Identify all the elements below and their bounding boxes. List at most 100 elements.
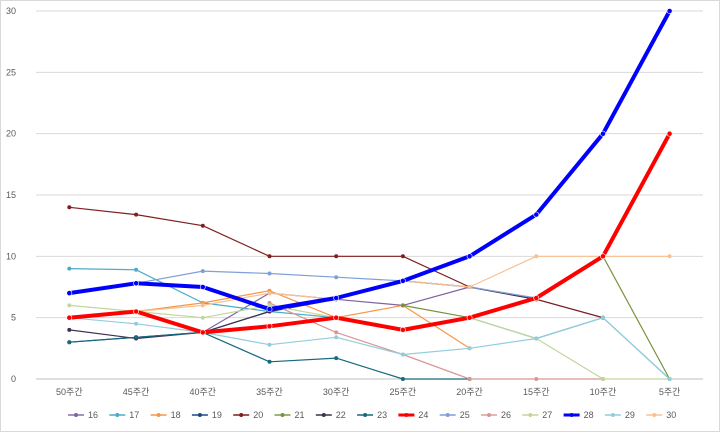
data-point-28 — [133, 280, 139, 287]
legend-swatch-marker — [652, 413, 657, 417]
data-point-23 — [134, 335, 139, 340]
data-point-28 — [466, 253, 473, 260]
data-point-30 — [467, 285, 472, 289]
data-point-24 — [133, 308, 139, 315]
data-point-22 — [67, 327, 72, 332]
series-29 — [67, 315, 672, 381]
data-point-20 — [200, 223, 205, 228]
data-point-25 — [200, 269, 205, 274]
legend-item-20: 20 — [233, 410, 263, 420]
legend-item-25: 25 — [439, 410, 470, 420]
data-point-20 — [134, 212, 139, 217]
series-line-29 — [68, 317, 671, 380]
data-point-26 — [534, 377, 539, 381]
legend-label: 19 — [212, 410, 222, 420]
legend-item-18: 18 — [150, 410, 181, 420]
data-point-24 — [399, 326, 406, 333]
data-point-29 — [467, 346, 472, 351]
x-tick-label: 35주간 — [256, 387, 283, 397]
data-point-29 — [534, 336, 539, 341]
legend-item-22: 22 — [315, 410, 346, 420]
data-point-21 — [400, 303, 405, 308]
legend-item-24: 24 — [398, 410, 428, 420]
data-point-29 — [267, 342, 272, 347]
data-point-27 — [601, 377, 605, 381]
y-tick-label: 5 — [11, 313, 16, 323]
legend-swatch-marker — [569, 413, 574, 417]
y-tick-label: 0 — [11, 374, 16, 384]
data-point-29 — [134, 321, 139, 326]
data-point-28 — [66, 290, 73, 296]
data-point-25 — [334, 275, 339, 280]
data-point-29 — [400, 352, 405, 357]
data-point-26 — [334, 330, 339, 335]
data-point-27 — [200, 315, 205, 320]
data-point-23 — [67, 340, 72, 345]
x-tick-label: 30주간 — [323, 387, 350, 397]
data-point-29 — [601, 315, 605, 320]
legend-item-23: 23 — [357, 410, 387, 420]
legend-swatch-marker — [321, 413, 326, 417]
data-point-24 — [533, 295, 540, 301]
legend: 16 17 18 19 20 21 22 23 24 25 26 27 28 29 30 — [68, 410, 676, 420]
legend-label: 26 — [501, 410, 511, 420]
legend-label: 20 — [253, 410, 263, 420]
legend-swatch-marker — [156, 413, 161, 417]
legend-swatch-marker — [280, 413, 285, 417]
data-point-30 — [667, 254, 672, 259]
data-point-27 — [67, 303, 72, 308]
data-point-17 — [134, 267, 139, 272]
x-tick-label: 20주간 — [456, 387, 483, 397]
y-tick-label: 30 — [6, 6, 16, 16]
data-point-24 — [600, 253, 606, 260]
data-point-23 — [400, 377, 405, 381]
data-point-30 — [267, 291, 272, 296]
series-line-24 — [67, 131, 672, 335]
data-point-20 — [400, 254, 405, 259]
legend-swatch-marker — [404, 413, 409, 417]
legend-swatch-marker — [239, 413, 244, 417]
legend-label: 25 — [460, 410, 470, 420]
data-point-17 — [67, 266, 72, 271]
x-tick-label: 25주간 — [390, 387, 417, 397]
data-point-28 — [199, 284, 206, 290]
data-point-24 — [466, 314, 473, 321]
series-line-28 — [67, 9, 672, 312]
legend-swatch-marker — [487, 413, 491, 417]
series-lines — [66, 8, 673, 381]
legend-item-17: 17 — [109, 410, 139, 420]
legend-item-27: 27 — [522, 410, 552, 420]
x-tick-label: 5주간 — [659, 387, 681, 397]
data-point-29 — [334, 335, 339, 340]
series-line-26 — [268, 302, 604, 380]
legend-item-29: 29 — [604, 410, 635, 420]
legend-label: 30 — [666, 410, 676, 420]
legend-label: 16 — [88, 410, 98, 420]
x-tick-label: 10주간 — [590, 387, 617, 397]
data-point-28 — [399, 277, 406, 284]
y-tick-label: 20 — [6, 129, 16, 139]
series-24 — [66, 130, 673, 336]
legend-label: 28 — [584, 410, 594, 420]
legend-item-26: 26 — [481, 410, 511, 420]
x-tick-label: 40주간 — [189, 387, 216, 397]
y-tick-label: 10 — [6, 251, 16, 261]
legend-item-28: 28 — [563, 410, 594, 420]
legend-label: 18 — [171, 410, 181, 420]
data-point-26 — [467, 377, 472, 381]
data-point-30 — [534, 254, 539, 259]
y-axis-ticks: 0 5 10 15 20 25 30 — [6, 6, 16, 384]
data-point-24 — [66, 314, 73, 321]
data-point-28 — [600, 130, 606, 137]
data-point-20 — [334, 254, 339, 259]
legend-label: 22 — [336, 410, 346, 420]
legend-label: 17 — [129, 410, 139, 420]
series-line-21 — [402, 255, 671, 380]
data-point-29 — [667, 377, 672, 381]
x-axis-ticks: 50주간 45주간 40주간 35주간 30주간 25주간 20주간 15주간 10주간 5주간 — [56, 387, 680, 397]
legend-label: 29 — [625, 410, 635, 420]
data-point-28 — [266, 306, 273, 312]
